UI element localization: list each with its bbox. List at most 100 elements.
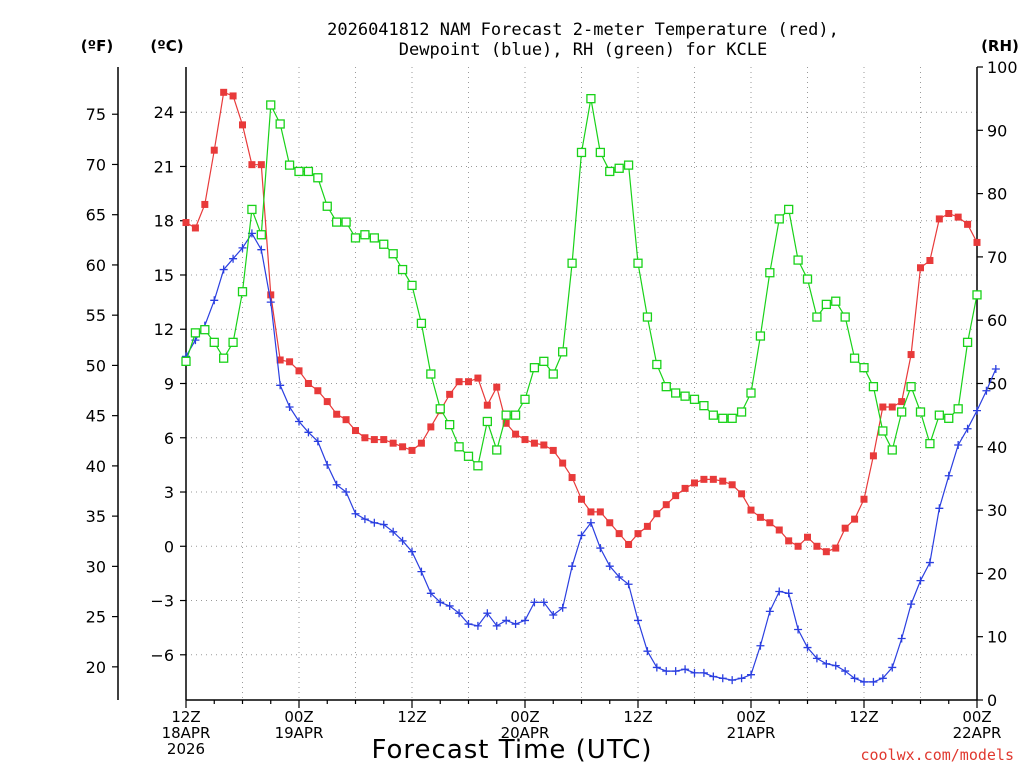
- temperature-point: [323, 398, 331, 406]
- dewpoint-point: [841, 667, 850, 676]
- temperature-point: [653, 510, 661, 518]
- tick-labels: 75706560555045403530252024211815129630−3…: [86, 58, 1018, 758]
- temperature-point: [333, 410, 341, 418]
- rh-point: [595, 147, 605, 158]
- temperature-point: [935, 215, 943, 223]
- rh-point: [614, 163, 624, 173]
- temperature-point: [502, 419, 510, 427]
- fahrenheit-unit-label: (ºF): [81, 37, 113, 55]
- temperature-point: [813, 542, 821, 550]
- rh-point: [784, 204, 794, 215]
- rh-point: [849, 353, 860, 363]
- rh-point: [972, 290, 982, 300]
- dewpoint-point: [944, 471, 953, 480]
- dewpoint-point: [351, 509, 360, 518]
- rh-point: [567, 258, 577, 268]
- temperature-point: [474, 374, 482, 382]
- rh-point: [388, 249, 398, 259]
- rh-point: [548, 369, 558, 379]
- x-tick-label: 21APR: [727, 724, 776, 742]
- rh-point: [529, 363, 540, 373]
- fahrenheit-tick-label: 50: [86, 356, 106, 375]
- dewpoint-point: [982, 386, 991, 395]
- celsius-tick-label: 9: [164, 375, 174, 394]
- rh-point: [303, 166, 314, 177]
- rh-point: [802, 274, 813, 284]
- temperature-point: [964, 220, 972, 228]
- fahrenheit-tick-label: 40: [86, 457, 106, 476]
- rh-point: [831, 296, 841, 306]
- temperature-point: [257, 161, 265, 169]
- dewpoint-point: [935, 504, 944, 513]
- dewpoint-point: [360, 515, 369, 524]
- celsius-tick-label: −3: [150, 592, 174, 611]
- rh-tick-label: 10: [987, 628, 1007, 647]
- rh-point: [190, 328, 201, 338]
- dewpoint-point: [869, 677, 878, 686]
- temperature-point: [493, 383, 501, 391]
- temperature-point: [427, 423, 435, 431]
- temperature-point: [954, 213, 962, 221]
- fahrenheit-tick-label: 25: [86, 608, 106, 627]
- temperature-point: [625, 540, 633, 548]
- temperature-point: [182, 219, 190, 227]
- rh-point: [492, 445, 502, 455]
- dewpoint-point: [568, 562, 577, 571]
- dewpoint-point: [907, 600, 916, 609]
- temperature-point: [267, 291, 275, 299]
- dewpoint-point: [671, 667, 680, 676]
- rh-point: [718, 413, 728, 423]
- rh-point: [435, 404, 445, 414]
- rh-point: [397, 264, 408, 275]
- temperature-point: [672, 492, 680, 500]
- temperature-point: [860, 495, 868, 503]
- rh-point: [840, 312, 850, 322]
- temperature-point: [417, 439, 425, 447]
- dewpoint-point: [718, 674, 727, 683]
- temperature-point: [841, 524, 849, 532]
- dewpoint-point: [483, 609, 492, 618]
- temperature-point: [907, 351, 915, 359]
- temperature-point: [342, 416, 350, 424]
- rh-point: [407, 280, 417, 291]
- temperature-point: [756, 513, 764, 521]
- rh-point: [379, 239, 389, 249]
- dewpoint-point: [379, 520, 388, 529]
- temperature-point: [191, 224, 199, 232]
- rh-point: [623, 160, 634, 170]
- rh-point: [736, 407, 747, 417]
- dewpoint-point: [219, 265, 228, 274]
- temperature-point: [719, 477, 727, 485]
- dewpoint-point: [728, 676, 737, 685]
- celsius-tick-label: 18: [154, 212, 174, 231]
- celsius-unit-label: (ºC): [150, 37, 183, 55]
- temperature-point: [248, 161, 256, 169]
- dewpoint-point: [492, 621, 501, 630]
- dewpoint-point: [897, 634, 906, 643]
- dewpoint-point: [389, 527, 398, 536]
- x-tick-label: 19APR: [275, 724, 324, 742]
- rh-point: [482, 416, 492, 427]
- temperature-point: [587, 508, 595, 516]
- dewpoint-point: [954, 440, 963, 449]
- celsius-tick-label: 24: [154, 103, 174, 122]
- dewpoint-point: [530, 598, 539, 607]
- rh-unit-label: (RH): [981, 37, 1019, 55]
- rh-point: [369, 233, 379, 243]
- dewpoint-point: [803, 643, 812, 652]
- dewpoint-point: [229, 254, 238, 263]
- celsius-tick-label: 0: [164, 537, 174, 556]
- rh-point: [605, 166, 615, 177]
- x-tick-label: 20APR: [501, 724, 550, 742]
- dewpoint-point: [643, 647, 652, 656]
- temperature-point: [380, 436, 388, 444]
- dewpoint-point: [925, 558, 934, 567]
- dewpoint-point: [747, 670, 755, 679]
- rh-point: [426, 369, 436, 379]
- rh-point: [313, 173, 323, 183]
- x-tick-label: 2026: [167, 740, 205, 758]
- fahrenheit-tick-label: 30: [86, 557, 106, 576]
- rh-point: [934, 410, 944, 420]
- dewpoint-point: [276, 381, 285, 390]
- rh-point: [209, 337, 219, 348]
